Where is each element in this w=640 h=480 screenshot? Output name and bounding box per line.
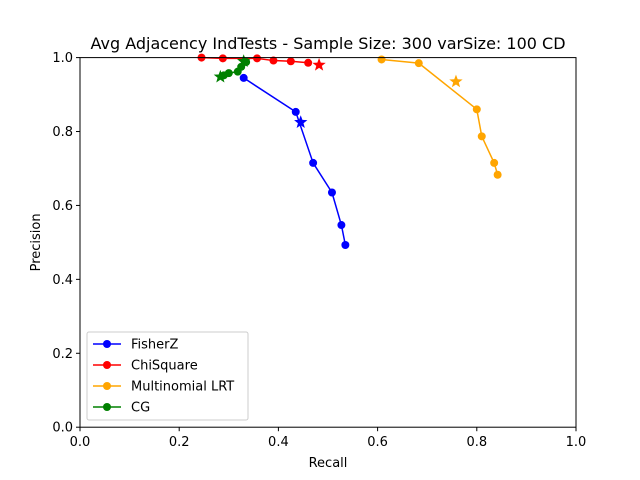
series-chisquare (197, 53, 326, 71)
y-axis-label: Precision (29, 213, 44, 271)
data-point (239, 73, 248, 82)
data-point (490, 158, 499, 167)
data-point (327, 188, 336, 197)
data-point (414, 59, 423, 68)
x-axis-label: Recall (309, 456, 348, 471)
series-fisherz (239, 73, 350, 249)
series-line (381, 58, 499, 175)
data-point (341, 240, 350, 249)
data-point (472, 105, 481, 114)
plot-frame (79, 57, 577, 428)
y-tick-label: 0.2 (52, 347, 73, 362)
star-marker (294, 115, 308, 128)
data-point (291, 107, 300, 116)
data-point (237, 62, 246, 71)
legend-label: Multinomial LRT (131, 380, 234, 395)
x-axis: 0.0 0.2 0.4 0.6 0.8 1.0 (70, 427, 587, 450)
y-tick-label: 1.0 (52, 51, 73, 66)
series-cg (213, 54, 251, 83)
y-axis: 0.0 0.2 0.4 0.6 0.8 1.0 (52, 51, 80, 436)
chart-title: Avg Adjacency IndTests - Sample Size: 30… (90, 34, 565, 53)
y-tick-label: 0.4 (52, 273, 73, 288)
data-point (377, 55, 386, 64)
x-tick-label: 0.6 (367, 435, 388, 450)
legend-frame (86, 331, 249, 421)
legend-marker (103, 340, 111, 348)
legend-marker (103, 403, 111, 411)
series-multinomial-lrt (377, 55, 502, 179)
x-tick-label: 0.8 (466, 435, 487, 450)
data-point (269, 56, 278, 65)
data-point (253, 54, 262, 63)
x-tick-label: 0.0 (70, 435, 91, 450)
data-point (286, 57, 295, 66)
star-marker (213, 69, 228, 83)
data-point (493, 170, 502, 179)
plot-area (197, 53, 502, 249)
y-tick-label: 0.8 (52, 125, 73, 140)
star-marker (312, 57, 326, 71)
series-line (243, 77, 347, 246)
legend-marker (103, 361, 111, 369)
legend: FisherZ ChiSquare Multinomial LRT CG (86, 331, 249, 421)
data-point (477, 132, 486, 141)
data-point (309, 158, 318, 167)
x-tick-label: 0.4 (268, 435, 289, 450)
y-tick-label: 0.0 (52, 421, 73, 436)
y-tick-label: 0.6 (52, 199, 73, 214)
data-point (304, 58, 313, 67)
legend-marker (103, 382, 111, 390)
x-tick-label: 0.2 (169, 435, 190, 450)
legend-label: ChiSquare (131, 359, 198, 374)
legend-label: FisherZ (131, 338, 178, 353)
data-point (224, 69, 233, 78)
legend-label: CG (131, 401, 150, 416)
star-marker (449, 74, 463, 88)
x-tick-label: 1.0 (566, 435, 587, 450)
data-point (337, 221, 346, 230)
data-point (218, 54, 227, 63)
star-marker (237, 54, 251, 67)
